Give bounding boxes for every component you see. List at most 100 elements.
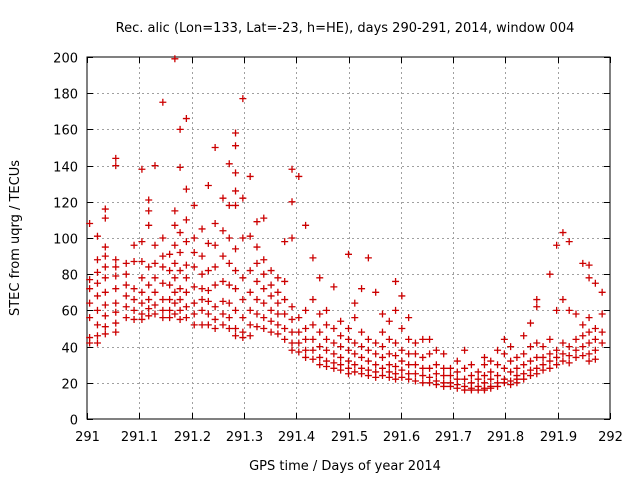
data-point: [533, 353, 541, 361]
data-point: [138, 299, 146, 307]
data-point: [86, 276, 94, 284]
data-point: [159, 98, 167, 106]
data-point: [112, 308, 120, 316]
data-point: [260, 299, 268, 307]
data-point: [232, 187, 240, 195]
data-point: [211, 281, 219, 289]
data-point: [288, 328, 296, 336]
data-point: [198, 285, 206, 293]
data-point: [461, 364, 469, 372]
data-point: [572, 346, 580, 354]
data-point: [440, 382, 448, 390]
data-point: [323, 321, 331, 329]
data-point: [130, 315, 138, 323]
data-point: [190, 234, 198, 242]
data-point: [295, 172, 303, 180]
data-point: [86, 314, 94, 322]
data-point: [151, 310, 159, 318]
data-point: [171, 288, 179, 296]
data-point: [101, 323, 109, 331]
data-point: [500, 379, 508, 387]
data-point: [411, 370, 419, 378]
data-point: [182, 303, 190, 311]
data-point: [112, 319, 120, 327]
data-point: [309, 296, 317, 304]
data-point: [260, 314, 268, 322]
data-point: [316, 274, 324, 282]
data-point: [86, 299, 94, 307]
data-point: [239, 194, 247, 202]
data-point: [219, 227, 227, 235]
x-tick-label: 291.1: [121, 430, 158, 445]
data-point: [198, 306, 206, 314]
data-point: [190, 201, 198, 209]
data-point: [198, 270, 206, 278]
data-point: [579, 352, 587, 360]
data-point: [122, 314, 130, 322]
data-point: [101, 312, 109, 320]
data-point: [345, 346, 352, 354]
data-point: [145, 196, 153, 204]
y-tick-label: 80: [61, 269, 78, 284]
data-point: [480, 353, 488, 361]
data-point: [219, 252, 227, 260]
data-point: [225, 259, 233, 267]
data-point: [330, 325, 338, 332]
data-point: [159, 279, 167, 287]
data-point: [225, 299, 233, 307]
data-point: [426, 379, 434, 387]
data-point: [487, 384, 495, 392]
data-point: [112, 272, 120, 280]
data-point: [520, 332, 528, 340]
data-point: [585, 339, 593, 347]
data-point: [553, 346, 561, 354]
data-point: [281, 238, 289, 246]
data-point: [323, 306, 331, 314]
data-point: [93, 232, 101, 240]
data-point: [351, 299, 359, 307]
data-point: [309, 355, 317, 363]
data-point: [392, 363, 400, 371]
data-point: [101, 205, 109, 213]
data-point: [232, 201, 240, 209]
data-point: [316, 328, 324, 336]
y-tick-labels: 0 20 40 60 80 100 120 140 160 180 200: [53, 52, 78, 429]
data-point: [274, 310, 282, 318]
data-point: [585, 328, 593, 336]
data-point: [426, 335, 434, 343]
data-point: [267, 267, 275, 275]
data-point: [176, 248, 184, 256]
data-point: [405, 314, 413, 322]
data-point: [232, 169, 240, 177]
data-point: [182, 115, 190, 123]
data-point: [559, 357, 567, 365]
data-point: [219, 277, 227, 285]
data-point: [182, 185, 190, 193]
data-point: [93, 306, 101, 314]
data-point: [392, 375, 400, 383]
data-point: [198, 296, 206, 304]
data-point: [513, 379, 521, 387]
data-point: [176, 306, 184, 314]
data-point: [358, 328, 366, 336]
data-point: [288, 165, 296, 173]
data-point: [288, 315, 296, 323]
data-point: [166, 267, 174, 275]
x-axis-label: GPS time / Days of year 2014: [249, 459, 441, 474]
data-point: [309, 321, 317, 329]
data-point: [591, 346, 599, 354]
data-point: [151, 259, 159, 267]
data-point: [145, 296, 153, 304]
data-point: [513, 364, 521, 372]
x-tick-label: 291.2: [174, 430, 211, 445]
y-tick-label: 100: [53, 233, 78, 248]
data-point: [267, 292, 275, 300]
data-point: [204, 182, 212, 190]
data-point: [232, 142, 240, 150]
data-point: [204, 321, 212, 329]
data-point: [467, 372, 475, 380]
x-tick-label: 291.8: [487, 430, 524, 445]
data-point: [122, 281, 130, 289]
data-point: [337, 317, 345, 325]
data-point: [507, 381, 515, 389]
